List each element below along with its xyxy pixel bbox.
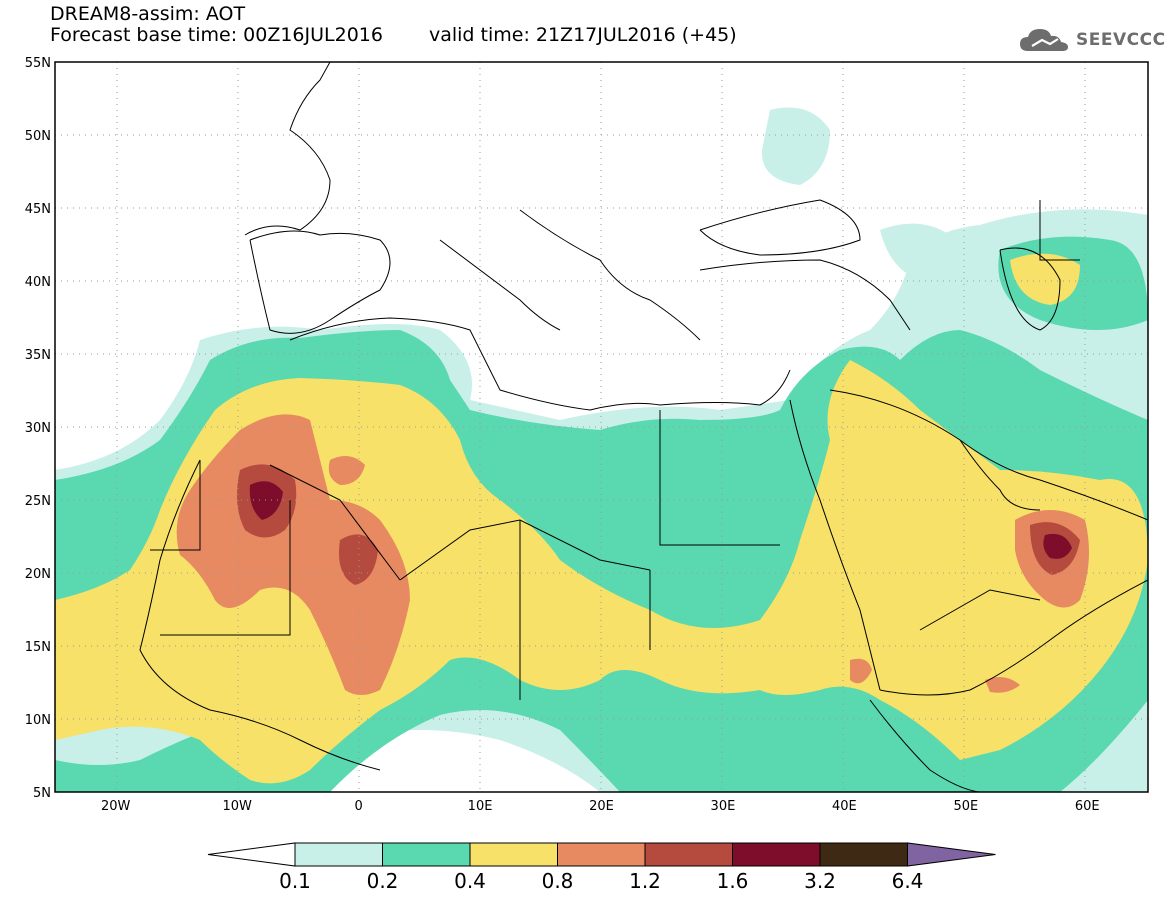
border xyxy=(919,589,1041,631)
border xyxy=(269,464,401,581)
aot-band-1.6 xyxy=(1043,533,1072,559)
coastline-gulf xyxy=(959,439,1041,511)
coastline-balkans xyxy=(519,209,701,341)
longitude-label: 50E xyxy=(953,799,978,814)
graticule xyxy=(55,62,1148,792)
coastline-west-africa xyxy=(139,459,381,771)
longitude-label: 30E xyxy=(711,799,736,814)
title-line-2: Forecast base time: 00Z16JUL2016 valid ti… xyxy=(50,25,737,46)
map-title: DREAM8-assim: AOT Forecast base time: 00… xyxy=(50,4,737,46)
aot-band-0.8 xyxy=(985,676,1020,693)
logo-text: SEEVCCC xyxy=(1076,30,1165,50)
coastline-horn xyxy=(869,699,981,792)
border xyxy=(150,460,201,551)
aot-contour-fields xyxy=(55,107,1148,792)
aot-band-0.1 xyxy=(880,223,951,280)
border xyxy=(1039,200,1080,261)
longitude-label: 20E xyxy=(589,799,614,814)
longitude-label: 60E xyxy=(1075,799,1100,814)
latitude-label: 50N xyxy=(25,129,51,144)
coastline-anatolia xyxy=(699,259,911,331)
colorbar-label: 0.2 xyxy=(367,869,399,893)
valid-time-label: valid time: 21Z17JUL2016 (+45) xyxy=(428,24,737,46)
latitude-label: 55N xyxy=(25,56,51,71)
latitude-label: 15N xyxy=(25,640,51,655)
border xyxy=(659,410,780,546)
aot-band-0.8 xyxy=(850,658,872,684)
seevccc-logo: SEEVCCC xyxy=(1018,26,1165,54)
aot-band-0.8 xyxy=(176,414,410,695)
longitude-label: 20W xyxy=(101,799,131,814)
coastline-italy xyxy=(439,239,561,331)
coastline-arabia xyxy=(829,389,1148,521)
latitude-label: 25N xyxy=(25,494,51,509)
colorbar-label: 0.1 xyxy=(279,869,311,893)
colorbar-label: 0.8 xyxy=(542,869,574,893)
colorbar-swatch xyxy=(644,842,733,867)
colorbar-label: 1.2 xyxy=(629,869,661,893)
coastline-black-sea xyxy=(699,199,861,256)
aot-band-0.1 xyxy=(761,107,830,185)
longitude-label: 10E xyxy=(468,799,493,814)
coastline-caspian xyxy=(999,247,1061,331)
colorbar-label: 6.4 xyxy=(892,869,924,893)
colorbar-labels: 0.1 0.2 0.4 0.8 1.2 1.6 3.2 6.4 xyxy=(279,869,923,893)
colorbar-swatches xyxy=(207,842,996,867)
latitude-label: 30N xyxy=(25,421,51,436)
coastline-europe xyxy=(244,62,331,236)
map-frame xyxy=(54,61,1149,793)
aot-band-0.8 xyxy=(328,456,365,485)
longitude-labels: 20W 10W 0 10E 20E 30E 40E 50E 60E xyxy=(101,799,1100,814)
aot-band-1.6 xyxy=(249,481,283,520)
colorbar-swatch xyxy=(294,842,383,867)
colorbar-label: 3.2 xyxy=(804,869,836,893)
latitude-label: 10N xyxy=(25,713,51,728)
latitude-label: 5N xyxy=(33,786,51,801)
latitude-label: 20N xyxy=(25,567,51,582)
aot-band-0.4 xyxy=(1010,253,1080,305)
aot-band-1.2 xyxy=(339,534,378,585)
colorbar-swatch xyxy=(557,842,646,867)
base-time-label: Forecast base time: 00Z16JUL2016 xyxy=(50,24,383,46)
latitude-label: 35N xyxy=(25,348,51,363)
coastline-iberia xyxy=(249,230,391,334)
colorbar-swatch xyxy=(382,842,471,867)
coastline-arabia-south xyxy=(879,579,1148,696)
title-line-1: DREAM8-assim: AOT xyxy=(50,3,246,25)
latitude-labels: 55N 50N 45N 40N 35N 30N 25N 20N 15N 10N 5N xyxy=(25,56,51,801)
colorbar-swatch xyxy=(732,842,821,867)
aot-band-0.4 xyxy=(55,360,1148,784)
cloud-icon xyxy=(1020,29,1068,51)
longitude-label: 10W xyxy=(222,799,252,814)
colorbar-high-arrow xyxy=(907,842,996,867)
colorbar-swatch xyxy=(819,842,908,867)
longitude-label: 40E xyxy=(832,799,857,814)
longitude-label: 0 xyxy=(354,799,362,814)
coastline-red-sea xyxy=(789,399,881,691)
coastline-north-africa xyxy=(289,317,791,411)
colorbar-label: 1.6 xyxy=(717,869,749,893)
latitude-label: 45N xyxy=(25,202,51,217)
latitude-label: 40N xyxy=(25,275,51,290)
colorbar-swatch xyxy=(469,842,558,867)
border xyxy=(160,500,291,636)
colorbar-label: 0.4 xyxy=(454,869,486,893)
coastlines xyxy=(139,62,1148,792)
colorbar-low-arrow xyxy=(207,842,296,867)
